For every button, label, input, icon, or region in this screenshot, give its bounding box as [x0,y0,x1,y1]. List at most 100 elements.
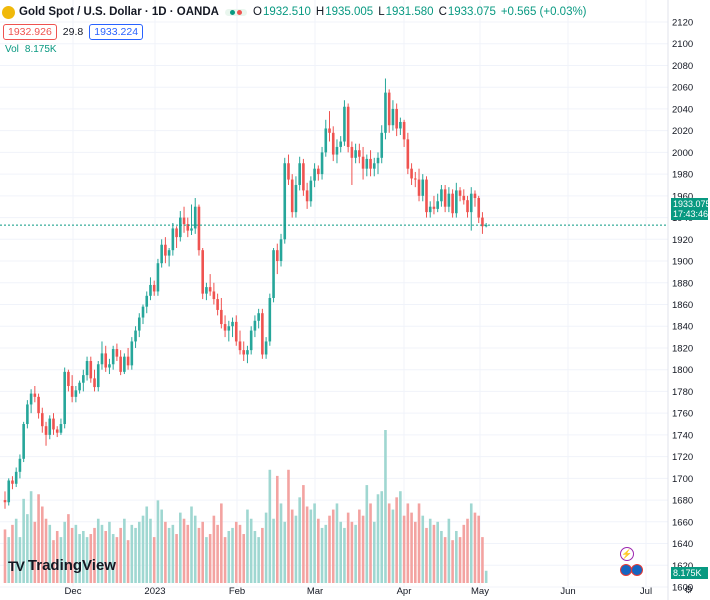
lightning-icon[interactable]: ⚡ [620,547,634,561]
price-tick-label: 1740 [672,430,693,441]
market-status-icon[interactable] [224,8,247,16]
volume-bar [343,527,346,583]
candle-body [130,341,134,366]
candle-body [335,146,339,155]
candle-body [205,287,208,294]
volume-bar [67,514,70,583]
volume-bar [350,521,354,583]
open-value: 1932.510 [262,6,311,18]
sell-price-button[interactable]: 1932.926 [3,24,57,40]
candle-body [414,178,417,180]
volume-bar [331,509,335,583]
volume-bar [212,515,216,583]
candle-body [220,309,223,325]
price-tick-label: 1680 [672,496,693,507]
price-tick-label: 2060 [672,83,693,94]
spread-value: 29.8 [62,26,84,38]
volume-bar [432,524,436,583]
candle-body [451,193,454,214]
volume-bar [302,485,305,583]
settings-gear-icon[interactable]: ⚙ [684,585,693,596]
volume-bar [100,524,104,583]
volume-bar [234,521,238,583]
volume-bar [93,527,96,583]
volume-bar [369,503,372,583]
tradingview-wordmark: TradingView [27,557,116,574]
volume-bar [294,515,298,583]
volume-bar [11,524,14,583]
volume-bar [380,491,384,583]
candle-body [369,158,372,169]
candle-body [182,217,186,225]
volume-bar [104,530,108,583]
candle-body [223,324,227,331]
candle-body [354,150,357,158]
candle-body [190,228,193,231]
candle-body [44,426,48,435]
price-tick-label: 1720 [672,452,693,463]
volume-bar [197,527,201,583]
volume-bar [466,518,469,583]
candle-body [197,206,201,251]
candle-body [149,284,152,296]
volume-bar [26,514,29,583]
candle-body [432,206,436,209]
volume-bar [361,515,365,583]
buy-price-button[interactable]: 1933.224 [89,24,144,40]
volume-bar [85,537,89,583]
volume-bar [335,503,339,583]
low-label: L [378,6,385,18]
volume-bar [55,530,59,583]
candle-body [313,168,316,181]
candle-body [111,349,115,365]
candle-body [302,163,305,191]
candle-body [391,108,395,126]
volume-bar [313,503,316,583]
candle-body [186,224,190,231]
candle-body [387,92,391,126]
candle-body [152,284,156,292]
volume-bar [257,537,260,583]
volume-bar [111,534,115,583]
candle-body [309,180,313,202]
volume-bar [469,503,473,583]
candle-body [246,350,249,355]
candle-body [320,152,324,175]
time-tick-label: Jul [640,586,652,597]
candle-body [11,480,14,484]
candle-body [481,217,484,227]
candle-body [33,393,37,397]
candle-body [447,193,451,207]
volume-bar [317,518,320,583]
candle-body [164,244,167,256]
candle-body [328,128,331,133]
candle-body [268,297,272,342]
candle-body [473,193,477,199]
candle-body [141,306,145,318]
candle-body [395,108,398,129]
gold-coin-icon [2,5,15,19]
symbol-title[interactable]: Gold Spot / U.S. Dollar · 1D · OANDA [19,6,219,18]
candle-body [234,321,238,342]
volume-bar [141,515,145,583]
price-tick-label: 1640 [672,539,693,550]
price-tick-label: 1980 [672,170,693,181]
candle-body [425,179,428,213]
candle-body [115,349,119,357]
volume-bar [421,515,425,583]
time-tick-label: Jun [560,586,575,597]
volume-legend[interactable]: Vol 8.175K [5,44,57,55]
volume-bar [78,534,81,583]
volume-bar [130,524,134,583]
candle-body [22,424,25,459]
us-flag-event-icon[interactable] [631,564,643,576]
volume-bar [275,475,279,583]
volume-bar [473,512,477,583]
chart-grid [0,0,668,588]
tradingview-mark-icon: TV [8,557,25,574]
tradingview-logo[interactable]: TV TradingView [8,557,116,574]
candle-body [3,500,7,503]
candle-body [264,341,268,355]
candle-body [123,356,126,372]
